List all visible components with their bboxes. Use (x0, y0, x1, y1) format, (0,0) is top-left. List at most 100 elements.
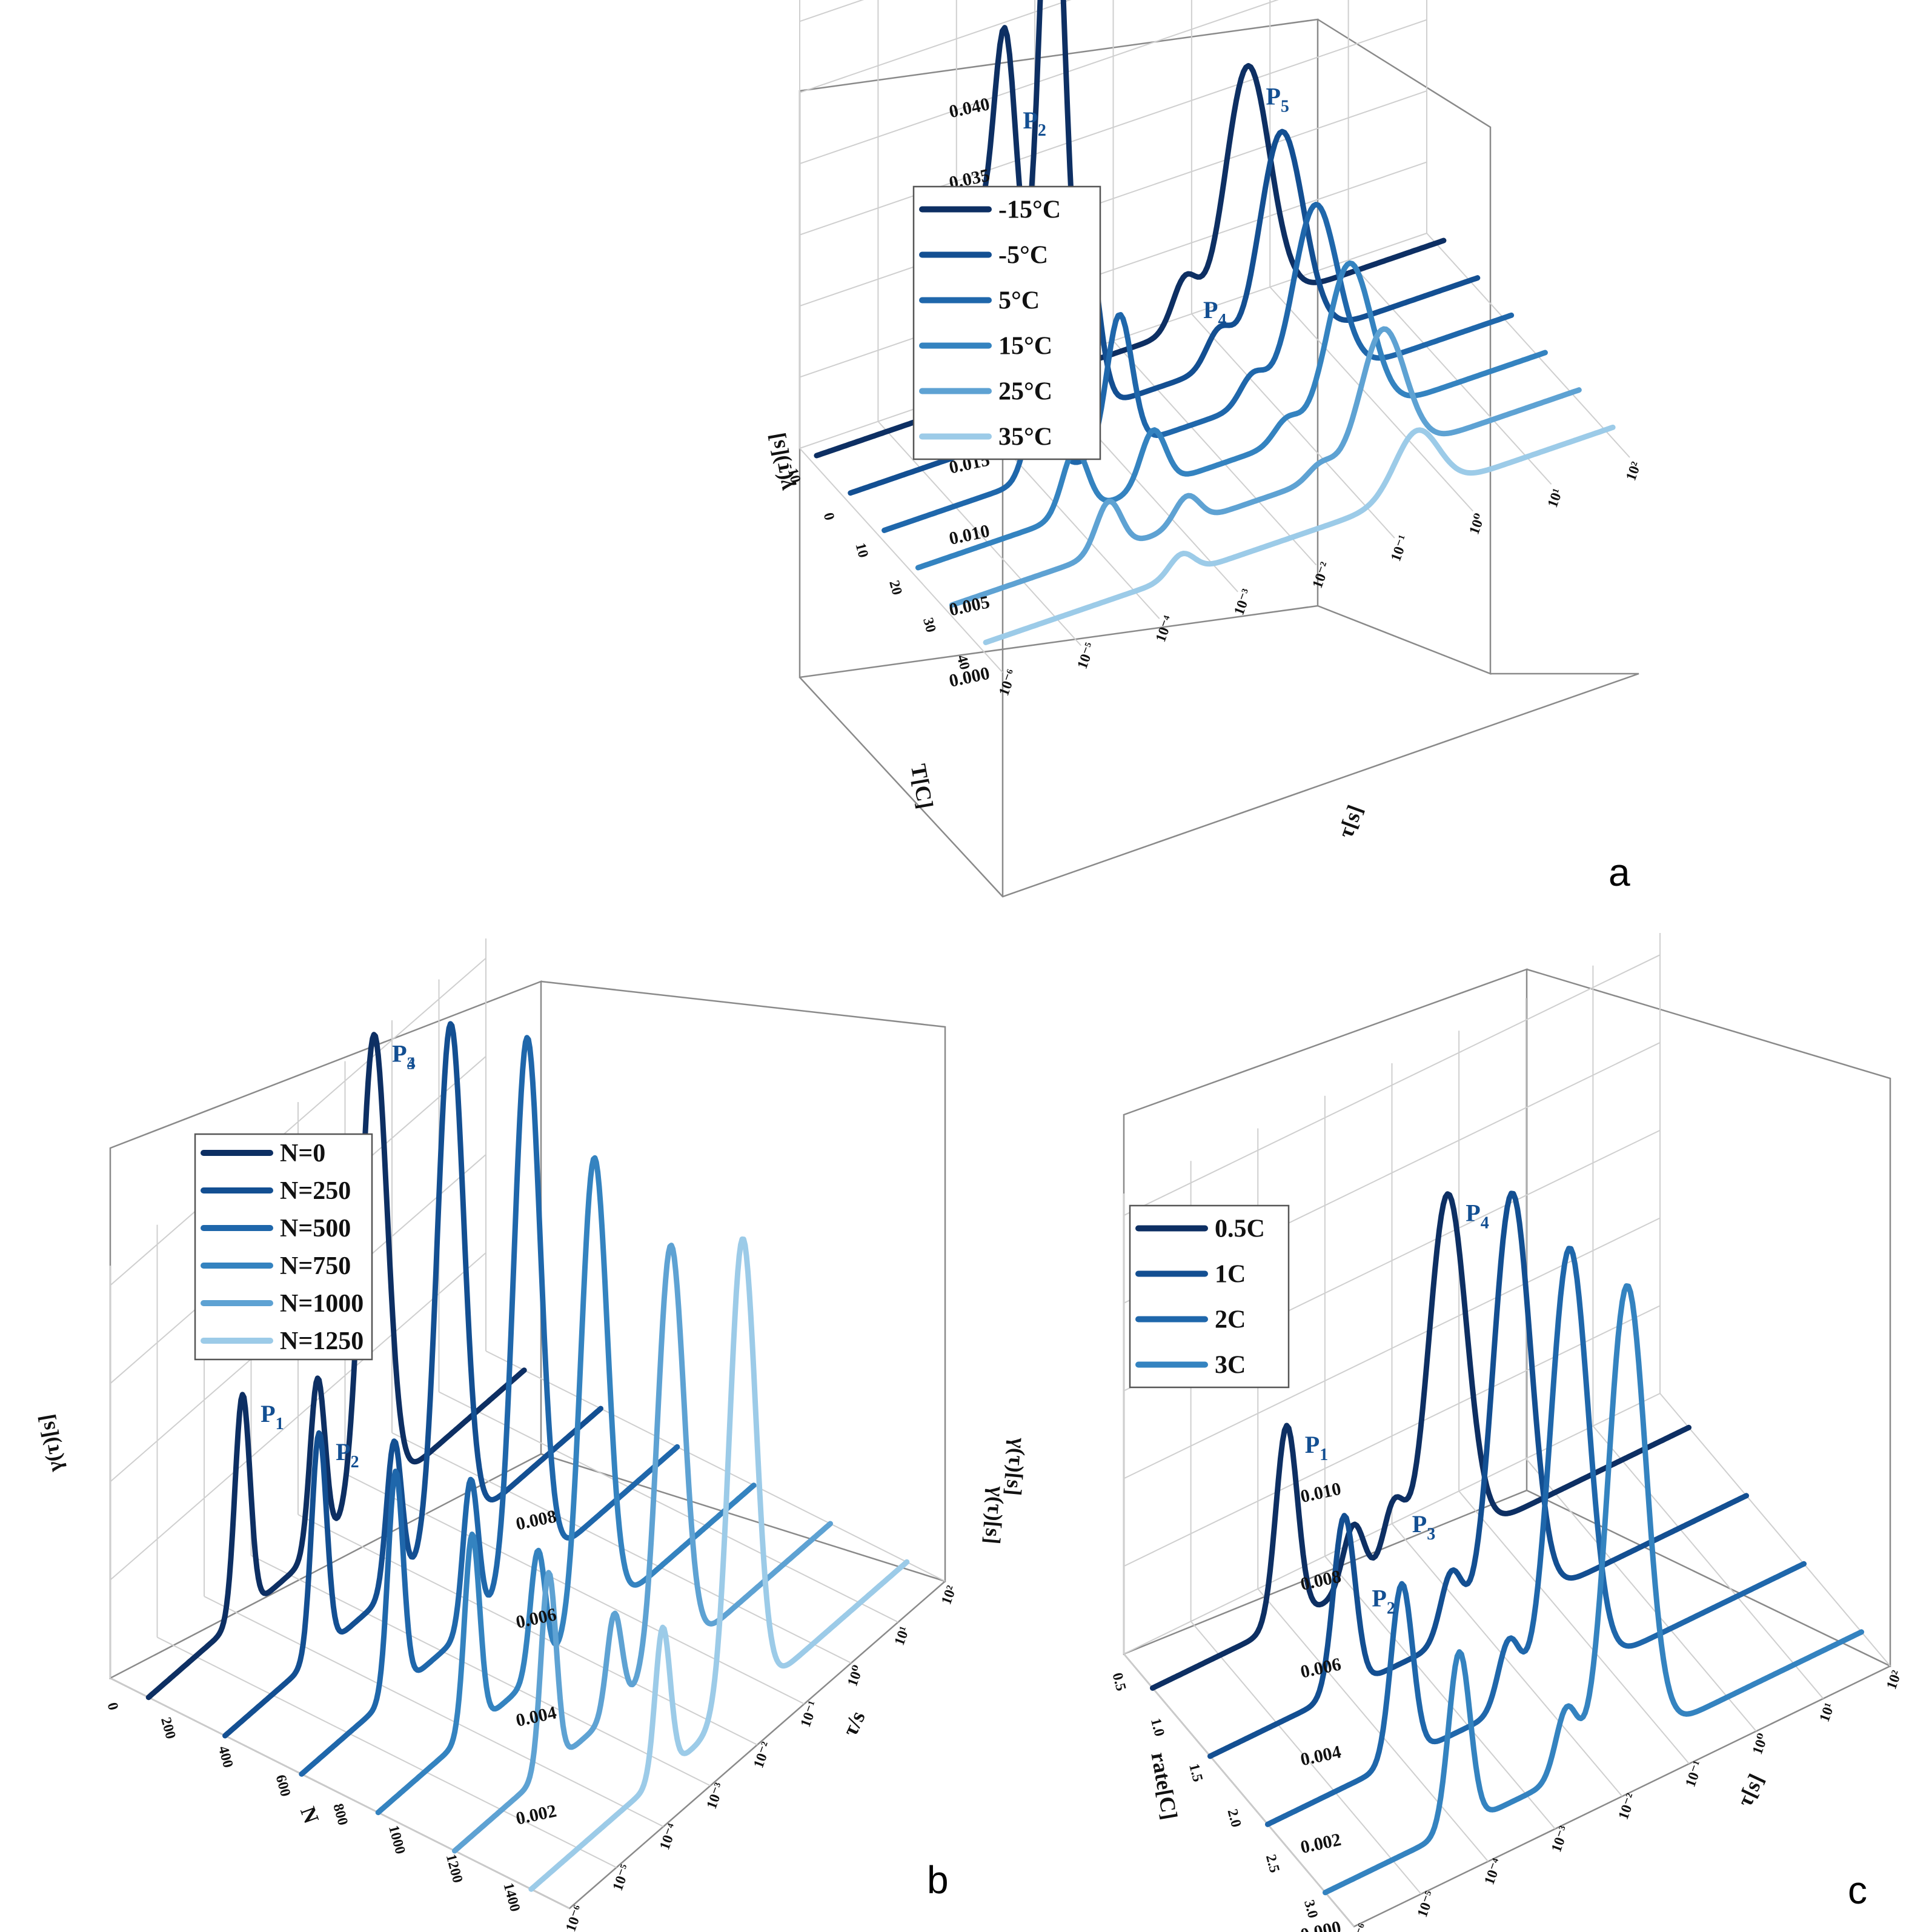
y-tick-label: 0.008 (514, 1506, 559, 1534)
series-line-4 (1323, 1283, 1864, 1896)
panel-a-x-ticks: 10⁻⁶ 10⁻⁵ 10⁻⁴ 10⁻³ 10⁻² 10⁻¹ 10⁰ 10¹ 10² (996, 460, 1644, 698)
panel-c-grid (1123, 933, 1891, 1927)
z-tick-label: 1.5 (1186, 1762, 1206, 1784)
legend-entry: N=750 (280, 1252, 351, 1280)
peak-label: P2 (336, 1438, 359, 1472)
x-tick-label: 10⁻⁵ (1415, 1889, 1438, 1919)
peak-label: P3 (392, 1040, 415, 1074)
z-tick-label: 800 (330, 1802, 350, 1827)
z-tick-label: 1000 (385, 1824, 408, 1856)
legend-entry: 15°C (998, 333, 1052, 360)
floor-gridline (1269, 287, 1473, 512)
x-tick-label: 10⁰ (1466, 511, 1488, 536)
series-line-5 (949, 326, 1582, 608)
y-tick-label: 0.006 (1299, 1654, 1343, 1682)
legend-entry: N=0 (280, 1140, 325, 1167)
floor-gridline (1112, 340, 1317, 566)
legend-entry: 5°C (998, 287, 1040, 315)
legend-entry: 35°C (998, 423, 1052, 451)
panel-a: 0.0000.0050.0100.0150.0200.0250.0300.035… (763, 0, 1644, 898)
floor-gridline (157, 1636, 617, 1868)
panel-a-legend-frame (912, 185, 1101, 460)
floor-gridline (1123, 1653, 1355, 1927)
floor-gridline (1257, 1588, 1489, 1862)
z-tick-label: 2.0 (1224, 1807, 1244, 1829)
floor-gridline (1191, 313, 1395, 539)
floor-gridline (110, 1678, 570, 1909)
z-tick-label: 200 (158, 1716, 178, 1741)
panel-b-series (145, 1021, 910, 1892)
legend-entry: -15°C (998, 196, 1061, 224)
wall-h-gridline (110, 1252, 486, 1581)
y-tick-label: 0.000 (1299, 1917, 1343, 1932)
x-tick-label: 10⁰ (845, 1664, 866, 1688)
peak-label: P1 (1305, 1431, 1328, 1464)
floor-gridline (1324, 1556, 1556, 1830)
z-tick-label: 0 (104, 1701, 121, 1711)
panel-b-letter: b (927, 1858, 949, 1902)
floor-gridline (799, 448, 1003, 673)
panel-c-series (1150, 1190, 1864, 1896)
series-line-2 (222, 1021, 603, 1739)
x-tick-label: 10⁻⁴ (1481, 1856, 1505, 1887)
x-tick-label: 10² (1623, 460, 1644, 483)
x-tick-label: 10² (938, 1584, 960, 1607)
legend-entry: 25°C (998, 378, 1052, 406)
x-tick-label: 10⁻³ (1549, 1824, 1572, 1854)
panel-c-z-ticks: 0.5 1.0 1.5 2.0 2.5 3.0 (1109, 1671, 1321, 1920)
floor-gridline (877, 420, 1082, 646)
floor-gridline (1659, 1393, 1891, 1667)
legend-entry: N=500 (280, 1215, 351, 1243)
panel-a-ylabel: γ(τ)[s] (763, 431, 797, 493)
panel-a-xlabel: τ[s] (1333, 802, 1367, 841)
x-tick-label: 10⁻² (751, 1740, 774, 1770)
wall-h-gridline (1123, 954, 1661, 1217)
panel-b-legend: N=0 N=250 N=500 N=750 N=1000 N=1250 (194, 1133, 373, 1361)
x-tick-label: 10⁻² (1616, 1791, 1639, 1822)
legend-entry: N=250 (280, 1177, 351, 1205)
peak-label: P4 (1203, 296, 1226, 330)
wall-h-gridline (799, 90, 1427, 307)
x-tick-label: 10⁻³ (704, 1781, 728, 1811)
legend-entry: -5°C (998, 242, 1048, 270)
panel-b-legend-frame (194, 1133, 373, 1361)
panel-c-legend-frame (1129, 1204, 1290, 1389)
series-line-2 (1207, 1190, 1749, 1759)
x-tick-label: 10⁻⁴ (657, 1822, 680, 1852)
floor-gridline (251, 1555, 711, 1787)
legend-entry: 0.5C (1215, 1215, 1265, 1243)
panel-c-legend: 0.5C 1C 2C 3C (1129, 1204, 1290, 1389)
y-tick-label: 0.004 (1299, 1742, 1343, 1770)
peak-label: P3 (1412, 1510, 1435, 1544)
panel-a-letter: a (1609, 851, 1630, 894)
peak-label: P4 (1466, 1200, 1489, 1233)
panel-b-ylabel: γ(τ)[s] (33, 1413, 67, 1475)
x-tick-label: 10⁰ (1750, 1731, 1771, 1756)
z-tick-label: 1.0 (1147, 1716, 1167, 1738)
z-tick-label: 20 (886, 579, 905, 597)
x-tick-label: 10⁻⁵ (610, 1862, 634, 1893)
legend-entry: N=1250 (280, 1327, 364, 1355)
z-tick-label: 1400 (500, 1881, 523, 1913)
x-tick-label: 10⁻¹ (1682, 1759, 1706, 1789)
z-tick-label: 2.5 (1263, 1853, 1283, 1874)
x-tick-label: 10⁻⁶ (996, 668, 1020, 698)
peak-label: P2 (1023, 107, 1046, 140)
z-tick-label: 3.0 (1301, 1898, 1321, 1920)
wall-h-gridline (110, 957, 486, 1286)
floor-gridline (1190, 1621, 1422, 1894)
x-tick-label: 10¹ (1817, 1701, 1838, 1724)
x-tick-label: 10⁻⁵ (1075, 641, 1098, 671)
x-tick-label: 10⁻³ (1231, 587, 1255, 617)
floor-gridline (1458, 1490, 1690, 1764)
series-line-1 (1150, 1191, 1692, 1691)
z-tick-label: 30 (920, 616, 938, 634)
panel-c-ylabel: γ(τ)[s] (1001, 1436, 1031, 1497)
z-tick-label: 0.5 (1109, 1671, 1129, 1693)
panel-b-zlabel: N (296, 1804, 324, 1827)
floor-gridline (1426, 233, 1630, 458)
